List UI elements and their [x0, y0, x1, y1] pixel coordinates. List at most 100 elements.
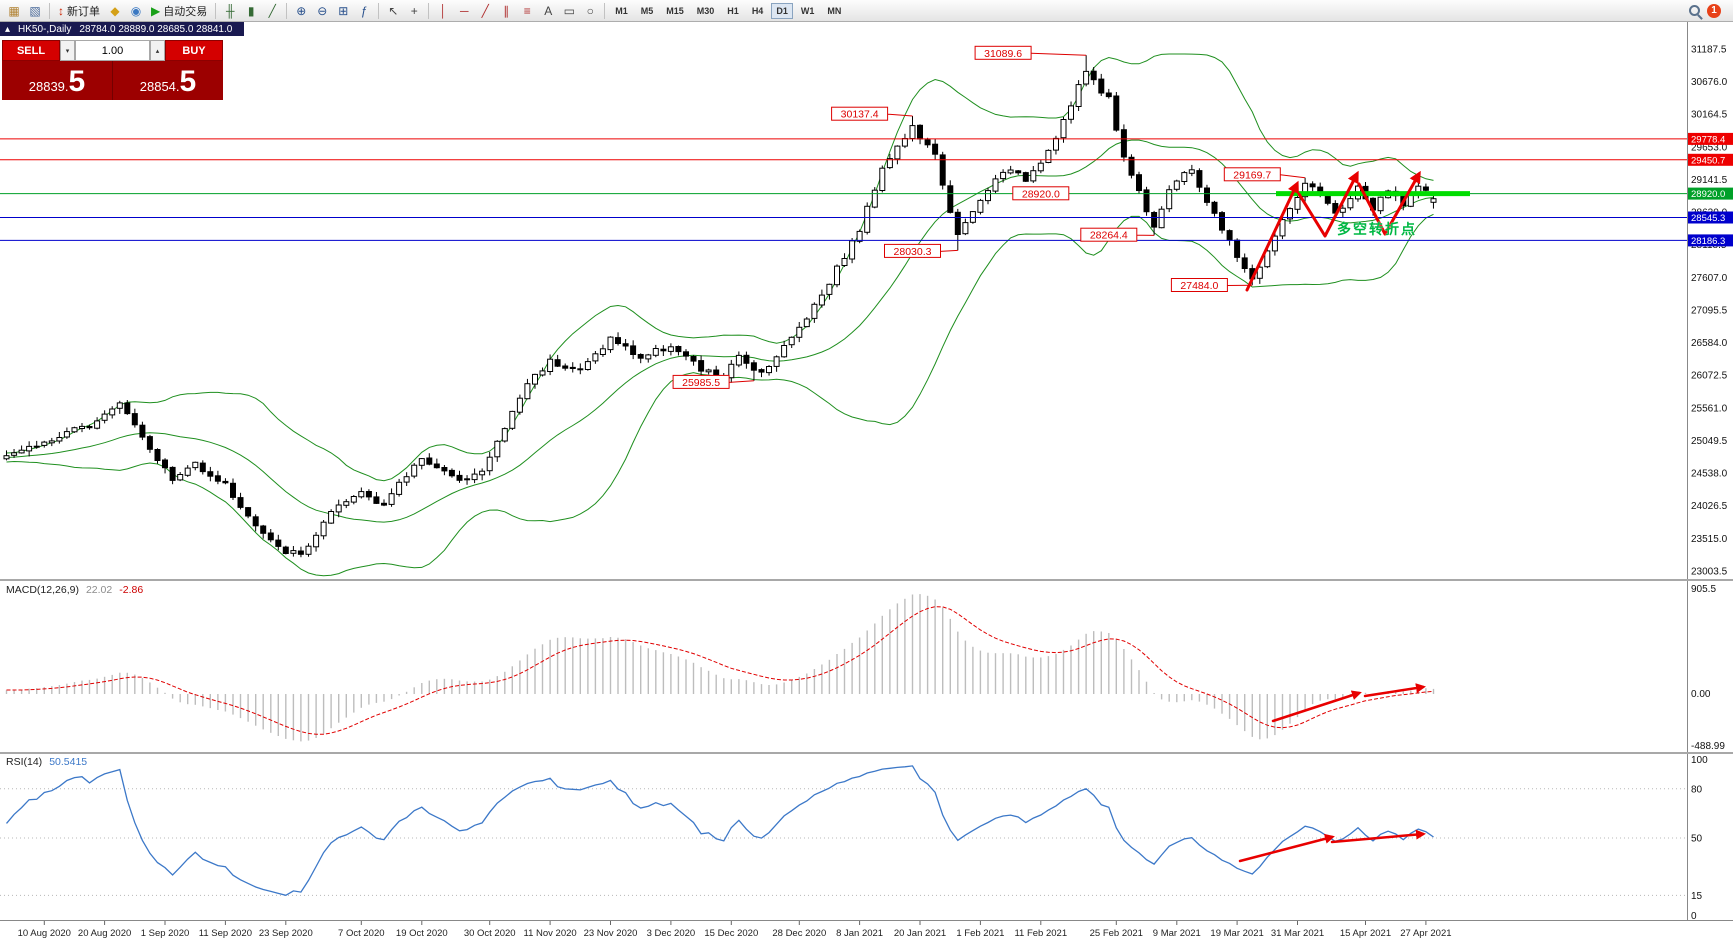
price-callout[interactable]: 25985.5: [672, 374, 754, 389]
rsi-arrow[interactable]: [1238, 833, 1335, 863]
price-callout[interactable]: 28030.3: [884, 243, 958, 258]
macd-axis-label: -488.99: [1691, 741, 1725, 752]
candle-body: [252, 516, 259, 527]
cursor-icon: ↖: [388, 3, 399, 18]
timeframe-m5-button[interactable]: M5: [640, 5, 654, 16]
candle-body: [1188, 169, 1195, 174]
tile-windows-icon: ⊞: [338, 3, 349, 18]
crosshair-button[interactable]: +: [404, 2, 424, 20]
rsi-axis-label: 100: [1691, 755, 1708, 766]
candle-body: [230, 482, 236, 498]
candle-body: [124, 402, 131, 415]
community-button[interactable]: ◉: [126, 2, 146, 20]
rsi-arrow[interactable]: [1330, 829, 1426, 844]
turning-point-annotation[interactable]: 多空转折点: [1337, 221, 1417, 237]
vertical-line-button[interactable]: │: [433, 2, 453, 20]
buy-price[interactable]: 28854. 5: [113, 61, 223, 100]
price-chart[interactable]: 31089.6 30137.4 29169.7 28920.0 28264.4 28030…: [0, 22, 1733, 943]
candle-body: [909, 125, 916, 139]
tile-windows-button[interactable]: ⊞: [333, 2, 353, 20]
profiles-button[interactable]: ▧: [25, 2, 45, 20]
bar-chart-button[interactable]: ╫: [220, 2, 240, 20]
price-axis-label: 29653.0: [1691, 142, 1728, 153]
price-callout[interactable]: 30137.4: [831, 106, 913, 121]
timeframe-m30-button[interactable]: M30: [696, 5, 715, 16]
trend-arrow[interactable]: [1245, 180, 1299, 292]
callout-leader: [940, 249, 958, 252]
sell-button[interactable]: SELL: [2, 40, 60, 61]
candle-body: [683, 351, 689, 357]
text-label-button[interactable]: ▭: [559, 2, 579, 20]
candle-body: [1264, 250, 1271, 268]
candlestick-chart-button[interactable]: ▮: [241, 2, 261, 20]
timeframe-mn-button[interactable]: MN: [827, 5, 842, 16]
sell-price[interactable]: 28839. 5: [2, 61, 113, 100]
candle-body: [1430, 198, 1437, 203]
buy-price-main: 28854.: [139, 79, 180, 94]
candle-body: [1037, 162, 1044, 172]
search-icon[interactable]: [1689, 5, 1700, 16]
candle-body: [1151, 212, 1158, 228]
timeframe-h1-button[interactable]: H1: [727, 5, 739, 16]
callout-text: 28264.4: [1090, 230, 1128, 242]
buy-price-big-digit: 5: [179, 65, 197, 98]
notification-badge[interactable]: 1: [1707, 3, 1721, 18]
zoom-out-button[interactable]: ⊖: [312, 2, 332, 20]
panel-splitter[interactable]: [0, 752, 1733, 754]
candle-body: [1068, 105, 1074, 120]
timeframe-m15-button[interactable]: M15: [666, 5, 684, 16]
volume-decrease-button[interactable]: ▾: [60, 40, 75, 61]
timeframe-d1-button[interactable]: D1: [771, 2, 793, 19]
text-button[interactable]: A: [538, 2, 558, 20]
metaeditor-icon: ◆: [110, 3, 120, 18]
panel-splitter[interactable]: [0, 579, 1733, 581]
chart-background: [0, 22, 1733, 943]
equidistant-channel-button[interactable]: ∥: [496, 2, 516, 20]
candle-body: [192, 461, 199, 469]
timeframe-w1-button[interactable]: W1: [800, 5, 815, 16]
timeframe-m1-button[interactable]: M1: [615, 5, 628, 16]
candle-body: [71, 427, 78, 433]
zoom-in-button[interactable]: ⊕: [291, 2, 311, 20]
candle-body: [328, 511, 335, 524]
price-callout[interactable]: 27484.0: [1170, 278, 1253, 292]
candle-body: [1120, 129, 1127, 158]
buy-button[interactable]: BUY: [165, 40, 223, 61]
trendline-button[interactable]: ╱: [475, 2, 495, 20]
candle-body: [1196, 170, 1203, 188]
trend-arrow[interactable]: [1357, 170, 1421, 236]
candle-body: [841, 258, 848, 266]
indicators-button[interactable]: ƒ: [354, 2, 374, 20]
volume-increase-button[interactable]: ▴: [150, 40, 165, 61]
cursor-button[interactable]: ↖: [383, 2, 403, 20]
candle-body: [358, 491, 365, 498]
line-chart-icon: ╱: [268, 3, 276, 18]
algo-trading-button[interactable]: ▶ 自动交易: [147, 2, 211, 20]
candle-body: [396, 481, 403, 495]
new-chart-button[interactable]: ▦: [4, 2, 24, 20]
price-callout[interactable]: 29169.7: [1223, 167, 1306, 182]
candle-body: [1226, 230, 1233, 241]
volume-input[interactable]: [75, 40, 150, 61]
timeframe-h4-button[interactable]: H4: [751, 5, 764, 16]
metaeditor-button[interactable]: ◆: [105, 2, 125, 20]
price-callout[interactable]: 31089.6: [974, 45, 1087, 60]
shapes-button[interactable]: ○: [580, 2, 600, 20]
price-callout[interactable]: 28920.0: [1012, 186, 1070, 201]
trend-arrow[interactable]: [1297, 170, 1359, 238]
price-line-tag: 28545.3: [1688, 211, 1733, 224]
candle-body: [388, 493, 395, 505]
price-axis-label: 26072.5: [1691, 371, 1728, 382]
candle-body: [56, 437, 63, 442]
callout-box: [884, 243, 941, 258]
fibonacci-button[interactable]: ≡: [517, 2, 537, 20]
candle-body: [977, 199, 984, 213]
price-callout[interactable]: 28264.4: [1080, 227, 1155, 242]
macd-arrow[interactable]: [1363, 683, 1426, 698]
candle-body: [456, 474, 463, 481]
candle-body: [320, 521, 327, 537]
new-order-button[interactable]: ↕ 新订单: [54, 2, 104, 20]
macd-arrow[interactable]: [1271, 690, 1362, 723]
line-chart-button[interactable]: ╱: [262, 2, 282, 20]
horizontal-line-button[interactable]: ─: [454, 2, 474, 20]
